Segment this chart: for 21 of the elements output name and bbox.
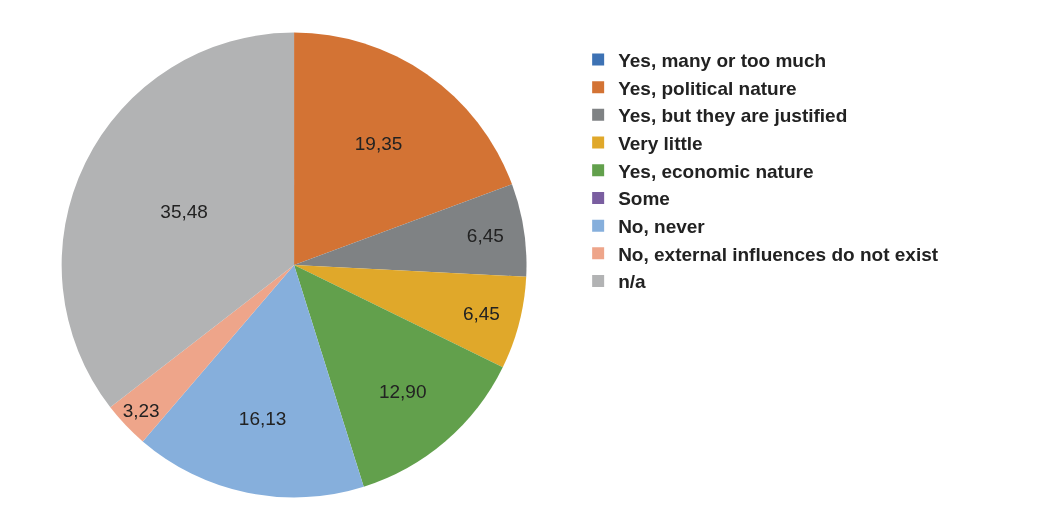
- legend-label: n/a: [618, 271, 647, 293]
- legend-label: No, never: [618, 216, 706, 238]
- data-label: 6,45: [462, 302, 500, 324]
- pie-slice: [294, 32, 513, 265]
- pie-slice: [294, 265, 503, 487]
- legend-label: Yes, political nature: [618, 77, 797, 99]
- data-label: 6,45: [466, 225, 504, 247]
- data-label: 16,13: [238, 407, 287, 429]
- data-label: 12,90: [378, 380, 427, 402]
- data-label: 3,23: [122, 399, 160, 421]
- data-label: 19,35: [354, 133, 403, 155]
- legend-label: No, external influences do not exist: [618, 243, 939, 265]
- pie-slice: [294, 265, 527, 368]
- pie-slice: [110, 265, 295, 442]
- legend-label: Yes, but they are justified: [618, 105, 848, 127]
- legend-label: Very little: [618, 132, 703, 154]
- pie-slice: [294, 184, 527, 277]
- legend-label: Yes, many or too much: [618, 49, 827, 71]
- data-label: 35,48: [160, 200, 208, 222]
- legend-label: Some: [618, 188, 670, 210]
- legend-label: Yes, economic nature: [618, 160, 814, 182]
